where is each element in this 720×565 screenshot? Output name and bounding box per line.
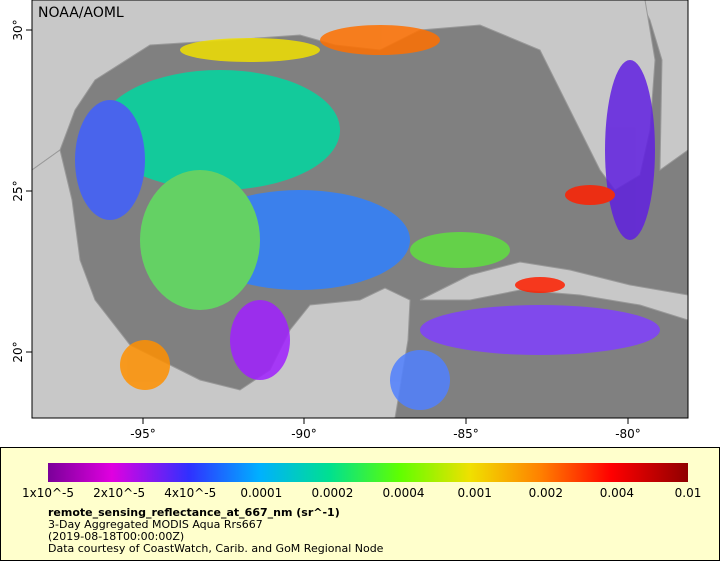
reflectance-field [75,25,660,410]
data-patch [75,100,145,220]
credit: NOAA/AOML [38,5,124,21]
data-patch [180,38,320,62]
data-patch [390,350,450,410]
lon-label: -85° [453,427,479,441]
caption-time: (2019-08-18T00:00:00Z) [48,530,184,543]
colorbar-label: 0.01 [675,486,702,500]
colorbar-label: 0.0001 [240,486,282,500]
colorbar-label: 2x10^-5 [93,486,145,500]
colorbar-label: 0.001 [457,486,491,500]
data-patch [605,60,655,240]
colorbar-label: 0.002 [529,486,563,500]
lat-label: 25° [11,180,25,201]
colorbar-label: 1x10^-5 [22,486,74,500]
data-patch [140,170,260,310]
lon-label: -80° [615,427,641,441]
caption-source: Data courtesy of CoastWatch, Carib. and … [48,542,384,555]
data-patch [230,300,290,380]
caption-product: 3-Day Aggregated MODIS Aqua Rrs667 [48,518,263,531]
lon-label: -95° [130,427,156,441]
colorbar-label: 0.004 [600,486,634,500]
data-patch [320,25,440,55]
map-frame [31,0,689,419]
colorbar-label: 0.0002 [311,486,353,500]
colorbar [48,463,688,482]
caption-variable: remote_sensing_reflectance_at_667_nm (sr… [48,506,340,519]
data-patch [410,232,510,268]
data-patch [565,185,615,205]
lat-label: 30° [11,19,25,40]
data-patch [100,70,340,190]
data-patch [120,340,170,390]
data-patch [420,305,660,355]
lon-label: -90° [291,427,317,441]
colorbar-label: 4x10^-5 [164,486,216,500]
colorbar-label: 0.0004 [383,486,425,500]
data-patch [515,277,565,293]
map [32,0,688,418]
lat-label: 20° [11,341,25,362]
